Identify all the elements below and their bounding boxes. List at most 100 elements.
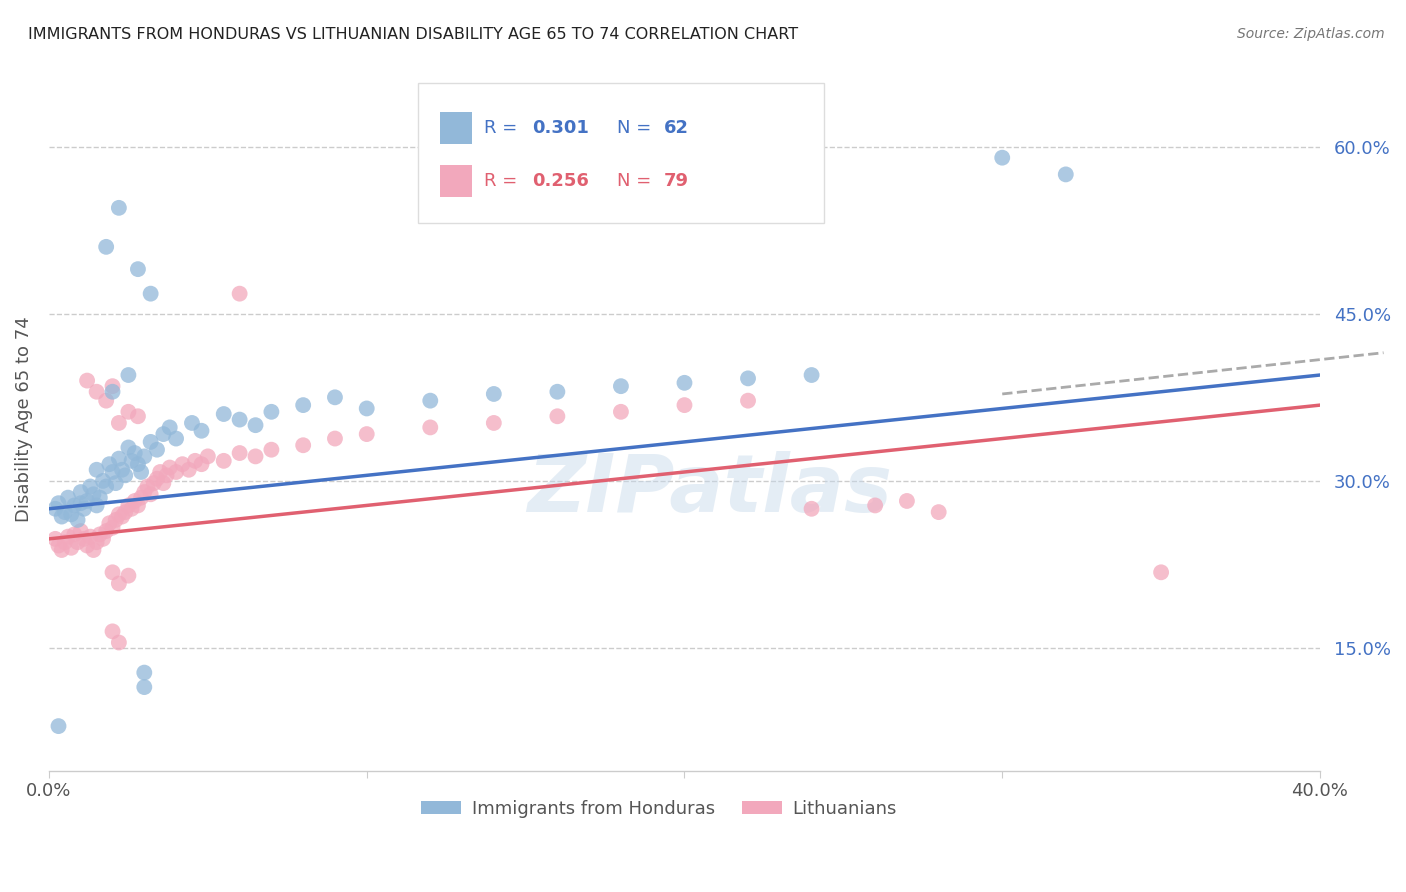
Point <box>114 505 136 519</box>
Point <box>129 465 152 479</box>
Point <box>419 420 441 434</box>
Text: N =: N = <box>617 172 657 190</box>
Point <box>117 405 139 419</box>
Point <box>896 494 918 508</box>
Point <box>56 530 79 544</box>
Point <box>197 450 219 464</box>
Point <box>91 474 114 488</box>
Point <box>101 379 124 393</box>
Point <box>149 465 172 479</box>
Point <box>60 508 83 522</box>
Point <box>63 499 86 513</box>
Point <box>129 491 152 505</box>
Point <box>101 384 124 399</box>
Point <box>155 468 177 483</box>
Point <box>127 457 149 471</box>
Point <box>190 457 212 471</box>
Point <box>356 427 378 442</box>
Point <box>96 479 118 493</box>
Text: ZIPatlas: ZIPatlas <box>527 450 893 529</box>
FancyBboxPatch shape <box>440 165 472 196</box>
Legend: Immigrants from Honduras, Lithuanians: Immigrants from Honduras, Lithuanians <box>413 792 904 825</box>
FancyBboxPatch shape <box>418 83 824 223</box>
Point <box>53 505 76 519</box>
Point <box>117 441 139 455</box>
Point <box>1150 566 1173 580</box>
Point <box>108 635 131 649</box>
Point <box>51 543 73 558</box>
Point <box>53 535 76 549</box>
Text: R =: R = <box>484 172 523 190</box>
Point <box>101 566 124 580</box>
Point <box>101 624 124 639</box>
Point <box>152 476 174 491</box>
Point <box>546 384 568 399</box>
Text: Source: ZipAtlas.com: Source: ZipAtlas.com <box>1237 27 1385 41</box>
Text: N =: N = <box>617 120 657 137</box>
Text: 0.301: 0.301 <box>531 120 589 137</box>
Point <box>117 368 139 382</box>
Point <box>323 432 346 446</box>
Point <box>98 457 121 471</box>
Point <box>121 454 143 468</box>
Point <box>928 505 950 519</box>
Point <box>165 432 187 446</box>
Point <box>127 499 149 513</box>
Point <box>73 501 96 516</box>
Point <box>51 509 73 524</box>
Point <box>181 416 204 430</box>
Point <box>48 496 70 510</box>
Point <box>86 384 108 399</box>
Point <box>800 501 823 516</box>
Point <box>48 539 70 553</box>
Text: 62: 62 <box>664 120 689 137</box>
Point <box>152 427 174 442</box>
Point <box>86 463 108 477</box>
Point <box>86 535 108 549</box>
Point <box>124 446 146 460</box>
Point <box>245 418 267 433</box>
Point <box>69 496 91 510</box>
Point <box>482 416 505 430</box>
Point <box>89 527 111 541</box>
Point <box>356 401 378 416</box>
Point <box>66 513 89 527</box>
Point <box>76 494 98 508</box>
Point <box>101 521 124 535</box>
Point <box>134 450 156 464</box>
Point <box>260 405 283 419</box>
Point <box>127 262 149 277</box>
Point <box>82 543 104 558</box>
Point <box>212 407 235 421</box>
Point <box>79 530 101 544</box>
Point <box>91 532 114 546</box>
Point <box>108 416 131 430</box>
Point <box>134 680 156 694</box>
Text: 79: 79 <box>664 172 689 190</box>
Point <box>121 501 143 516</box>
Point <box>292 398 315 412</box>
Point <box>117 499 139 513</box>
Point <box>69 485 91 500</box>
Point <box>228 286 250 301</box>
Point <box>73 532 96 546</box>
Point <box>673 376 696 390</box>
Point <box>101 465 124 479</box>
Point <box>76 539 98 553</box>
Point <box>63 527 86 541</box>
Point <box>737 371 759 385</box>
Point <box>134 665 156 680</box>
Point <box>134 485 156 500</box>
Point <box>546 409 568 424</box>
Point <box>96 240 118 254</box>
Point <box>82 487 104 501</box>
Point <box>108 451 131 466</box>
Y-axis label: Disability Age 65 to 74: Disability Age 65 to 74 <box>15 317 32 523</box>
Point <box>146 472 169 486</box>
Point <box>323 390 346 404</box>
Point <box>139 286 162 301</box>
Point <box>292 438 315 452</box>
Point <box>139 487 162 501</box>
Point <box>96 524 118 538</box>
Point <box>863 499 886 513</box>
